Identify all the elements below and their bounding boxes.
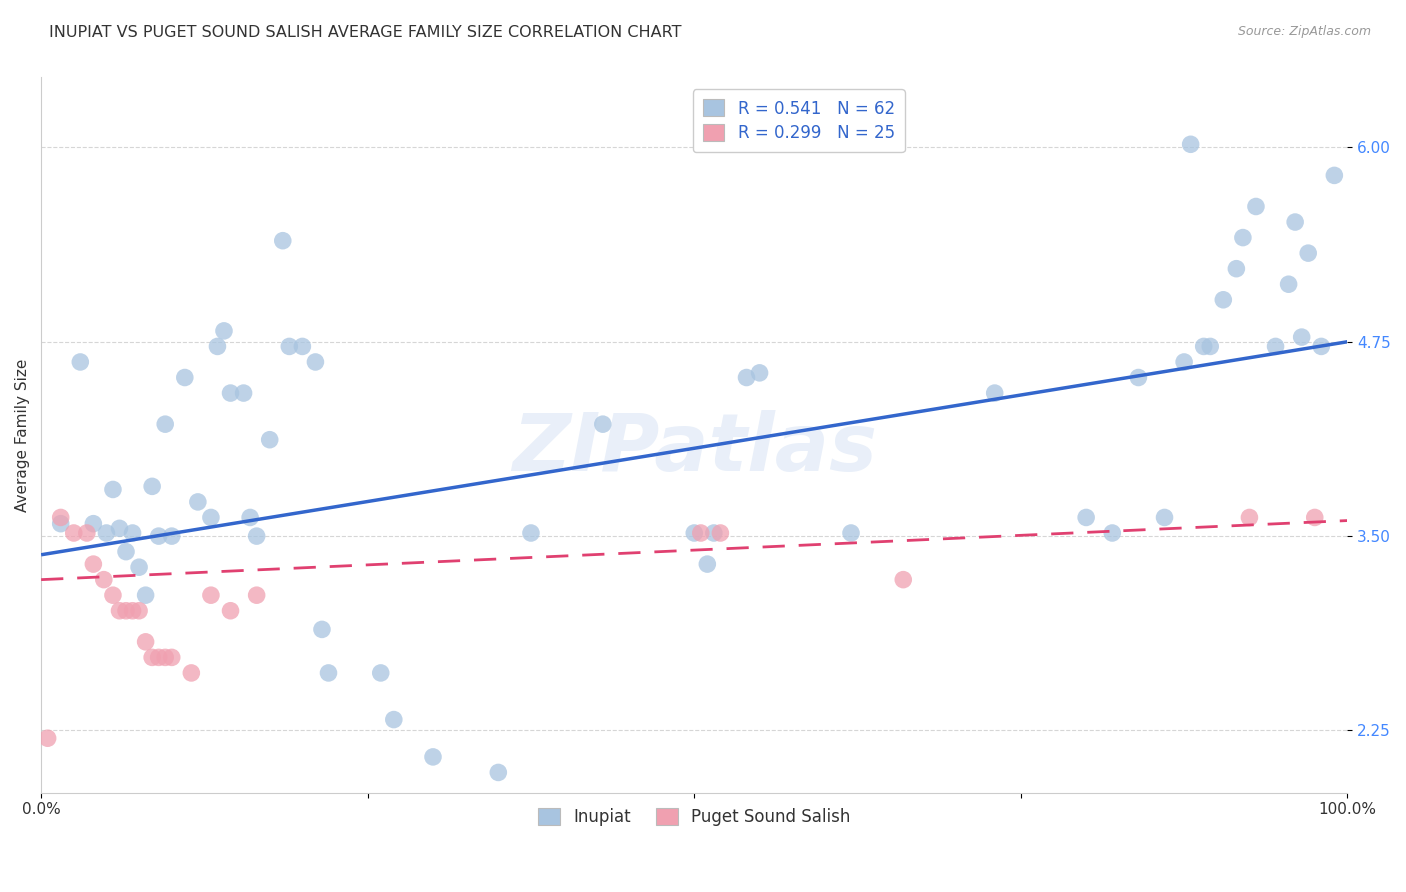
Legend: Inupiat, Puget Sound Salish: Inupiat, Puget Sound Salish (530, 799, 859, 834)
Point (278, 339, 301, 353)
Point (121, 526, 143, 541)
Point (232, 386, 254, 401)
Point (1192, 339, 1215, 353)
Point (1310, 339, 1333, 353)
Point (101, 483, 124, 497)
Point (200, 588, 222, 602)
Point (291, 339, 314, 353)
Point (96, 526, 118, 541)
Point (115, 544, 138, 558)
Point (148, 529, 170, 543)
Point (1225, 261, 1247, 276)
Point (37, 731, 59, 746)
Point (173, 370, 195, 384)
Point (271, 234, 294, 248)
Point (304, 355, 326, 369)
Point (62, 526, 84, 541)
Point (689, 526, 711, 541)
Point (219, 604, 242, 618)
Point (592, 417, 614, 432)
Point (735, 370, 758, 384)
Point (128, 560, 150, 574)
Point (200, 510, 222, 524)
Point (1284, 215, 1306, 229)
Point (108, 604, 131, 618)
Point (141, 479, 163, 493)
Point (115, 604, 138, 618)
Point (1264, 339, 1286, 353)
Point (748, 366, 770, 380)
Point (187, 495, 209, 509)
Point (76, 526, 98, 541)
Point (696, 557, 718, 571)
Point (101, 588, 124, 602)
Point (1199, 339, 1222, 353)
Point (1323, 169, 1346, 183)
Point (180, 665, 202, 680)
Point (1153, 510, 1175, 524)
Point (155, 417, 177, 432)
Point (1076, 510, 1098, 524)
Point (121, 604, 143, 618)
Point (108, 521, 131, 535)
Point (155, 650, 177, 665)
Point (1296, 246, 1319, 260)
Text: ZIPatlas: ZIPatlas (512, 410, 877, 488)
Point (709, 526, 731, 541)
Point (246, 529, 269, 543)
Point (1128, 370, 1150, 384)
Point (1244, 199, 1267, 213)
Text: Source: ZipAtlas.com: Source: ZipAtlas.com (1237, 25, 1371, 38)
Y-axis label: Average Family Size: Average Family Size (15, 359, 30, 512)
Point (148, 650, 170, 665)
Point (683, 526, 706, 541)
Point (983, 386, 1005, 401)
Point (1291, 330, 1313, 344)
Point (1232, 230, 1254, 244)
Point (69, 355, 91, 369)
Point (370, 665, 392, 680)
Point (1212, 293, 1234, 307)
Point (246, 588, 269, 602)
Point (703, 526, 725, 541)
Point (135, 588, 157, 602)
Point (1278, 277, 1301, 292)
Point (82, 516, 104, 531)
Point (141, 650, 163, 665)
Point (520, 526, 543, 541)
Text: INUPIAT VS PUGET SOUND SALISH AVERAGE FAMILY SIZE CORRELATION CHART: INUPIAT VS PUGET SOUND SALISH AVERAGE FA… (49, 25, 682, 40)
Point (311, 623, 333, 637)
Point (219, 386, 242, 401)
Point (49, 510, 72, 524)
Point (259, 433, 281, 447)
Point (422, 750, 444, 764)
Point (891, 573, 914, 587)
Point (382, 713, 405, 727)
Point (128, 604, 150, 618)
Point (49, 516, 72, 531)
Point (1173, 355, 1195, 369)
Point (93, 573, 115, 587)
Point (160, 529, 183, 543)
Point (239, 510, 262, 524)
Point (1180, 137, 1202, 152)
Point (207, 339, 229, 353)
Point (839, 526, 862, 541)
Point (82, 557, 104, 571)
Point (486, 765, 509, 780)
Point (318, 665, 340, 680)
Point (160, 650, 183, 665)
Point (212, 324, 235, 338)
Point (1303, 510, 1326, 524)
Point (135, 635, 157, 649)
Point (1101, 526, 1123, 541)
Point (1239, 510, 1261, 524)
